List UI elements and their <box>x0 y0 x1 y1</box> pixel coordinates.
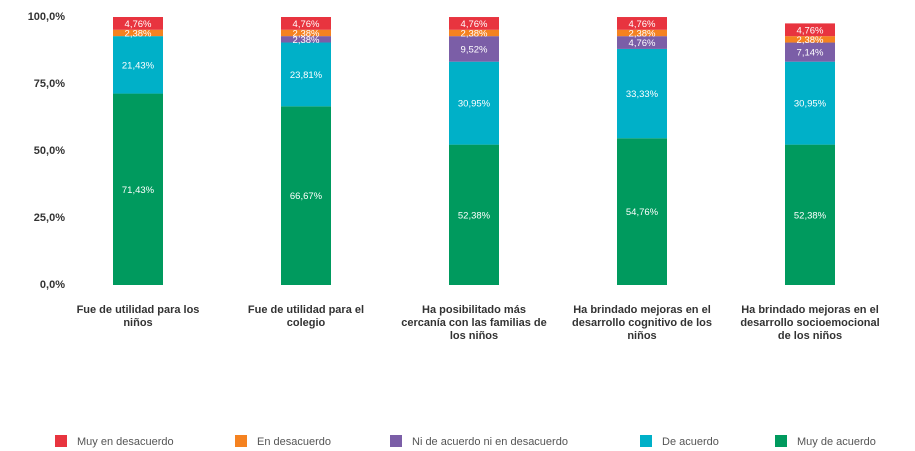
legend-label: Ni de acuerdo ni en desacuerdo <box>412 436 568 448</box>
data-label: 52,38% <box>458 210 491 221</box>
data-label: 4,76% <box>797 25 824 36</box>
bar-segment <box>281 36 331 43</box>
y-tick-label: 50,0% <box>34 145 65 157</box>
bar-segment <box>617 48 667 139</box>
data-label: 71,43% <box>122 185 155 196</box>
bar-segment <box>617 138 667 285</box>
legend-label: De acuerdo <box>662 436 719 448</box>
data-label: 2,38% <box>461 28 488 39</box>
data-label: 2,38% <box>797 35 824 46</box>
data-label: 30,95% <box>794 99 827 110</box>
data-label: 9,52% <box>461 44 488 55</box>
data-label: 2,38% <box>125 28 152 39</box>
data-label: 52,38% <box>794 210 827 221</box>
bar-segment <box>113 93 163 285</box>
x-tick-label: Fue de utilidad para el colegio <box>247 304 365 329</box>
legend-swatch <box>640 435 652 447</box>
bar-segment <box>785 23 835 37</box>
bar-segment <box>617 17 667 30</box>
bar-segment <box>617 36 667 49</box>
bar-segment <box>785 36 835 43</box>
x-tick-label: Ha brindado mejoras en el desarrollo soc… <box>740 304 880 342</box>
bar-segment <box>785 61 835 145</box>
data-label: 30,95% <box>458 99 491 110</box>
data-label: 54,76% <box>626 207 659 218</box>
data-label: 66,67% <box>290 191 323 202</box>
x-tick-label: Fue de utilidad para los niños <box>76 304 200 329</box>
legend-label: Muy de acuerdo <box>797 436 876 448</box>
data-label: 2,38% <box>293 35 320 46</box>
legend-label: Muy en desacuerdo <box>77 436 174 448</box>
bar-segment <box>449 144 499 285</box>
data-label: 2,38% <box>629 28 656 39</box>
x-tick-label: Ha brindado mejoras en el desarrollo cog… <box>572 304 712 342</box>
y-tick-label: 100,0% <box>28 11 66 23</box>
legend-swatch <box>775 435 787 447</box>
bar-segment <box>113 29 163 37</box>
bar-segment <box>281 106 331 285</box>
data-label: 4,76% <box>293 19 320 30</box>
bar-segment <box>449 17 499 30</box>
data-label: 21,43% <box>122 60 155 71</box>
data-label: 23,81% <box>290 70 323 81</box>
data-label: 4,76% <box>629 19 656 30</box>
bar-segment <box>449 61 499 145</box>
y-tick-label: 25,0% <box>34 212 65 224</box>
y-tick-label: 0,0% <box>40 279 65 291</box>
bar-segment <box>449 36 499 62</box>
legend-label: En desacuerdo <box>257 436 331 448</box>
bar-segment <box>113 17 163 30</box>
bar-segment <box>281 29 331 37</box>
bar-segment <box>281 17 331 30</box>
data-label: 4,76% <box>629 38 656 49</box>
legend-swatch <box>390 435 402 447</box>
data-label: 4,76% <box>125 19 152 30</box>
legend-swatch <box>235 435 247 447</box>
data-label: 4,76% <box>461 19 488 30</box>
bar-segment <box>785 144 835 285</box>
bar-segment <box>617 29 667 37</box>
data-label: 2,38% <box>293 28 320 39</box>
bar-segment <box>785 42 835 62</box>
x-tick-label: Ha posibilitado más cercanía con las fam… <box>401 304 547 342</box>
legend-swatch <box>55 435 67 447</box>
bar-segment <box>113 36 163 94</box>
bar-segment <box>449 29 499 37</box>
data-label: 33,33% <box>626 89 659 100</box>
bar-segment <box>281 42 331 107</box>
data-label: 7,14% <box>797 48 824 59</box>
y-tick-label: 75,0% <box>34 78 65 90</box>
